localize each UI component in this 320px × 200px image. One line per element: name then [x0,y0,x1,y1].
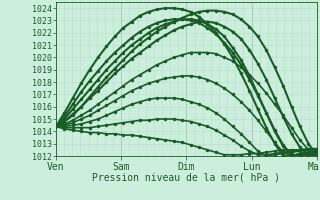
X-axis label: Pression niveau de la mer( hPa ): Pression niveau de la mer( hPa ) [92,173,280,183]
